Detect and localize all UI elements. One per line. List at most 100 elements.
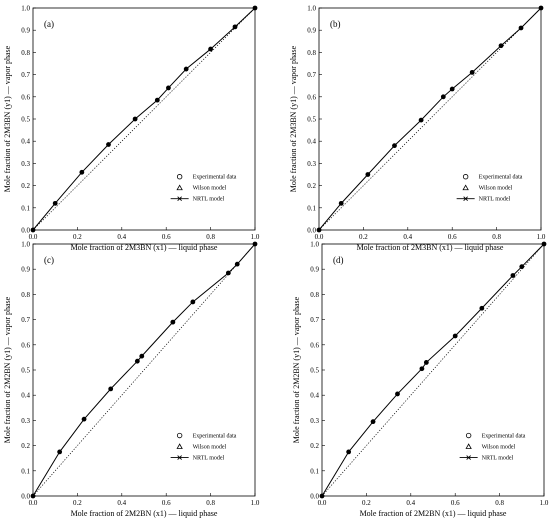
panel-label: (b)	[330, 19, 341, 29]
legend-entry: Wilson model	[482, 445, 516, 451]
y-tick-label: 0.9	[21, 27, 30, 35]
x-tick-label: 0.4	[403, 233, 412, 241]
experimental-point	[510, 273, 516, 278]
experimental-point	[30, 227, 36, 233]
x-tick-label: 1.0	[251, 233, 260, 241]
legend-entry: Experimental data	[193, 175, 237, 181]
experimental-point	[190, 299, 196, 305]
x-axis-label: Mole fraction of 2M2BN (x1) — liquid pha…	[360, 509, 507, 518]
y-tick-label: 0.4	[21, 138, 30, 146]
y-tick-label: 1.0	[21, 5, 30, 13]
x-tick-label: 1.0	[251, 499, 260, 507]
experimental-point	[139, 353, 145, 359]
experimental-point	[154, 97, 160, 103]
experimental-point	[132, 116, 138, 122]
legend-marker-circle	[462, 174, 469, 180]
experimental-point	[252, 5, 258, 11]
x-tick-label: 1.0	[537, 233, 546, 241]
diagonal-line	[318, 7, 542, 231]
experimental-point	[225, 270, 231, 276]
experimental-point	[541, 241, 547, 247]
y-tick-label: 0.4	[21, 392, 30, 400]
experimental-point	[166, 85, 171, 91]
y-tick-label: 0.6	[307, 93, 316, 101]
experimental-point	[52, 200, 58, 206]
x-tick-label: 1.0	[540, 499, 549, 507]
y-axis-label: Mole fraction of 2M2BN (y1) — vapor phas…	[3, 296, 12, 443]
legend-entry: NRTL model	[482, 456, 514, 462]
experimental-point	[440, 94, 446, 100]
experimental-point	[423, 360, 429, 365]
y-tick-label: 0.1	[21, 204, 30, 212]
legend-marker-triangle	[465, 443, 472, 449]
y-tick-label: 0.8	[21, 291, 30, 299]
experimental-point	[365, 172, 371, 177]
panel-label: (d)	[333, 255, 344, 265]
legend-marker-circle	[176, 432, 183, 439]
y-tick-label: 0.6	[310, 341, 319, 349]
y-axis-label: Mole fraction of 2M2BN (y1) — vapor phas…	[292, 296, 301, 443]
experimental-point	[108, 386, 114, 392]
experimental-point	[252, 241, 258, 247]
y-tick-label: 0.1	[310, 467, 319, 475]
experimental-point	[30, 493, 36, 499]
x-tick-label: 0.8	[206, 233, 215, 241]
experimental-point	[134, 358, 140, 364]
legend-marker-circle	[465, 432, 472, 439]
experimental-point	[419, 366, 425, 372]
experimental-point	[452, 333, 458, 339]
y-tick-label: 0.3	[21, 160, 30, 168]
legend-entry: NRTL model	[193, 197, 225, 203]
legend-entry: NRTL model	[479, 197, 511, 203]
y-tick-label: 0.9	[310, 266, 319, 274]
x-tick-label: 0.0	[29, 499, 38, 507]
legend-marker-cross	[177, 455, 182, 460]
y-tick-label: 0.4	[307, 138, 316, 146]
panel-c: 0.0 0.2 0.4 0.6 0.8 1.0 0.0 0.1 0.2 0.3 0.4 0.5 0.6 0…	[3, 241, 260, 519]
experimental-point	[418, 117, 424, 123]
y-tick-label: 0.5	[307, 116, 316, 124]
panel-b: 0.0 0.2 0.4 0.6 0.8 1.00.00.10.20.30.40.50.60…	[289, 5, 546, 253]
legend-marker-triangle	[462, 184, 469, 191]
x-tick-label: 0.2	[359, 233, 368, 241]
x-tick-label: 0.6	[451, 499, 460, 507]
x-tick-label: 0.0	[29, 233, 38, 241]
legend-marker-circle	[176, 174, 183, 180]
y-tick-label: 0.2	[21, 442, 30, 450]
legend-entry: Wilson model	[193, 186, 227, 192]
experimental-point	[170, 319, 176, 325]
y-tick-label: 0.1	[21, 467, 30, 475]
experimental-point	[316, 227, 322, 233]
experimental-point	[346, 449, 352, 455]
x-tick-label: 0.8	[206, 499, 215, 507]
y-tick-label: 0.7	[307, 71, 316, 79]
legend-marker-cross	[463, 196, 468, 202]
experimental-point	[538, 5, 544, 11]
panel-d: 0.0 0.2 0.4 0.6 0.8 1.0 0.0 0.1 0.2 0.3 0.4 0.5 0.6 0…	[292, 241, 549, 519]
experimental-point	[479, 305, 485, 311]
y-tick-label: 0.0	[307, 227, 316, 235]
y-tick-label: 0.7	[21, 71, 30, 79]
y-tick-label: 0.3	[21, 417, 30, 425]
experimental-point	[519, 264, 525, 270]
legend-marker-triangle	[176, 443, 183, 449]
y-tick-label: 0.9	[21, 266, 30, 274]
y-tick-label: 0.0	[21, 493, 30, 501]
y-tick-label: 0.3	[307, 160, 316, 168]
x-tick-label: 0.0	[315, 233, 324, 241]
experimental-point	[183, 66, 189, 72]
y-tick-label: 0.4	[310, 392, 319, 400]
experimental-point	[469, 69, 475, 75]
y-tick-label: 0.7	[310, 316, 319, 324]
y-tick-label: 0.9	[307, 27, 316, 35]
y-tick-label: 0.8	[310, 291, 319, 299]
y-tick-label: 0.8	[307, 49, 316, 57]
legend-entry: Experimental data	[193, 434, 237, 440]
panel-label: (a)	[44, 19, 54, 29]
y-axis-label: Mole fraction of 2M3BN (y1) — vapor phas…	[289, 45, 298, 192]
y-tick-label: 1.0	[21, 241, 30, 249]
experimental-point	[106, 142, 111, 147]
experimental-point	[498, 43, 504, 49]
x-tick-label: 0.4	[117, 499, 126, 507]
